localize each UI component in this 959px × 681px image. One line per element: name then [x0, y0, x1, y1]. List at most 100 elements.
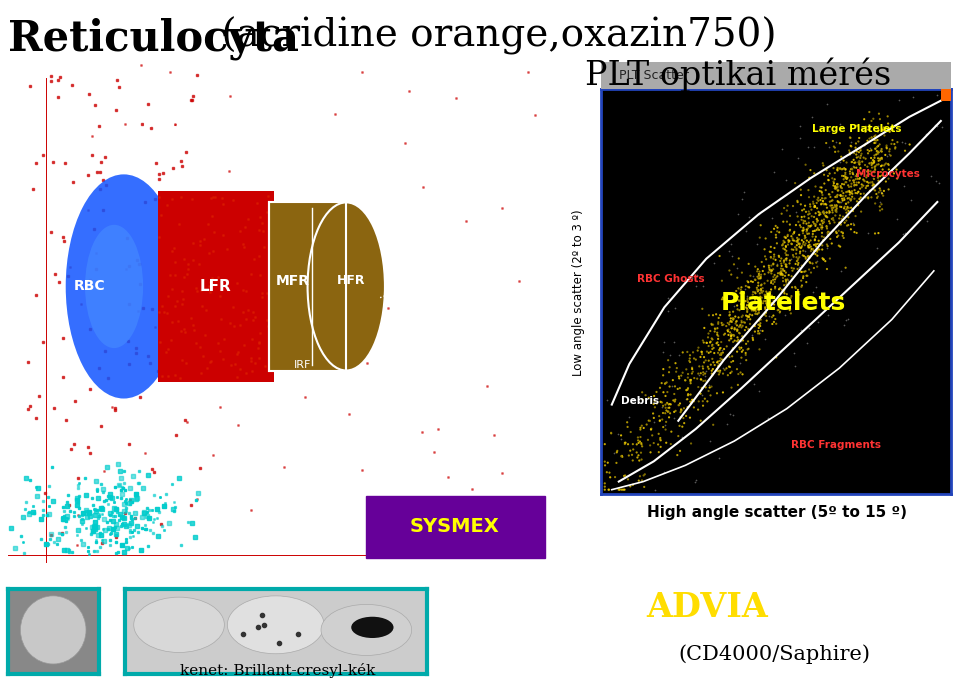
Point: [644, 430, 660, 441]
Point: [753, 314, 768, 325]
Point: [779, 249, 794, 260]
Point: [784, 308, 799, 319]
Point: [838, 173, 854, 184]
Point: [853, 143, 868, 154]
Point: [736, 302, 751, 313]
Point: [758, 290, 773, 301]
Point: [840, 186, 855, 197]
Point: [773, 269, 788, 280]
Point: [752, 319, 767, 330]
Point: [810, 244, 826, 255]
Point: [848, 171, 863, 182]
Text: PLT Scatter: PLT Scatter: [619, 69, 689, 82]
Point: [694, 349, 710, 360]
Point: [867, 135, 882, 146]
Point: [706, 419, 721, 430]
Point: [707, 257, 722, 268]
Point: [830, 181, 845, 192]
Point: [820, 170, 835, 181]
Point: [706, 310, 721, 321]
Point: [796, 223, 811, 234]
Point: [778, 274, 793, 285]
Point: [858, 138, 874, 149]
Point: [706, 343, 721, 353]
Point: [838, 198, 854, 209]
Point: [680, 402, 695, 413]
Point: [786, 347, 802, 358]
Point: [771, 295, 786, 306]
Point: [712, 365, 727, 376]
Text: Microcytes: Microcytes: [856, 169, 921, 178]
Point: [898, 145, 913, 156]
Point: [818, 198, 833, 209]
Point: [769, 295, 784, 306]
Point: [838, 168, 854, 178]
Point: [762, 247, 778, 257]
Point: [835, 227, 851, 238]
Point: [741, 343, 757, 354]
Point: [816, 170, 831, 180]
Point: [841, 212, 856, 223]
Point: [844, 157, 859, 168]
Point: [801, 251, 816, 262]
Point: [802, 239, 817, 250]
Point: [769, 238, 784, 249]
Point: [752, 344, 767, 355]
Point: [737, 325, 753, 336]
Point: [776, 255, 791, 266]
Point: [774, 285, 789, 296]
Point: [805, 231, 820, 242]
Point: [837, 169, 853, 180]
Point: [735, 346, 750, 357]
Point: [841, 181, 856, 192]
Point: [755, 326, 770, 336]
Point: [739, 306, 755, 317]
Point: [620, 439, 636, 449]
Point: [886, 168, 901, 179]
Point: [597, 439, 613, 449]
Point: [818, 185, 833, 195]
Point: [889, 164, 904, 175]
Point: [753, 296, 768, 306]
Point: [667, 389, 682, 400]
Point: [792, 238, 807, 249]
Point: [871, 227, 886, 238]
Point: [871, 125, 886, 136]
Point: [818, 193, 833, 204]
Point: [816, 207, 831, 218]
Point: [758, 233, 773, 244]
Point: [784, 292, 799, 303]
Point: [882, 144, 898, 155]
Point: [867, 131, 882, 142]
Point: [725, 314, 740, 325]
Point: [847, 227, 862, 238]
Point: [819, 138, 834, 148]
Point: [868, 161, 883, 172]
Text: RBC: RBC: [74, 279, 105, 294]
Point: [661, 355, 676, 366]
Point: [826, 180, 841, 191]
Point: [830, 232, 845, 242]
Point: [853, 163, 868, 174]
Point: [822, 227, 837, 238]
Point: [757, 278, 772, 289]
Point: [730, 326, 745, 336]
Point: [787, 242, 803, 253]
Point: [723, 238, 738, 249]
Point: [839, 220, 854, 231]
Point: [680, 274, 695, 285]
Point: [821, 174, 836, 185]
Bar: [269, 202, 346, 370]
Point: [647, 402, 663, 413]
Point: [763, 260, 779, 271]
Point: [635, 441, 650, 452]
Point: [852, 159, 867, 170]
Point: [820, 230, 835, 241]
Point: [809, 238, 825, 249]
Point: [815, 195, 830, 206]
Point: [727, 323, 742, 334]
Point: [701, 380, 716, 391]
Point: [635, 394, 650, 405]
Point: [836, 171, 852, 182]
Point: [818, 210, 833, 221]
